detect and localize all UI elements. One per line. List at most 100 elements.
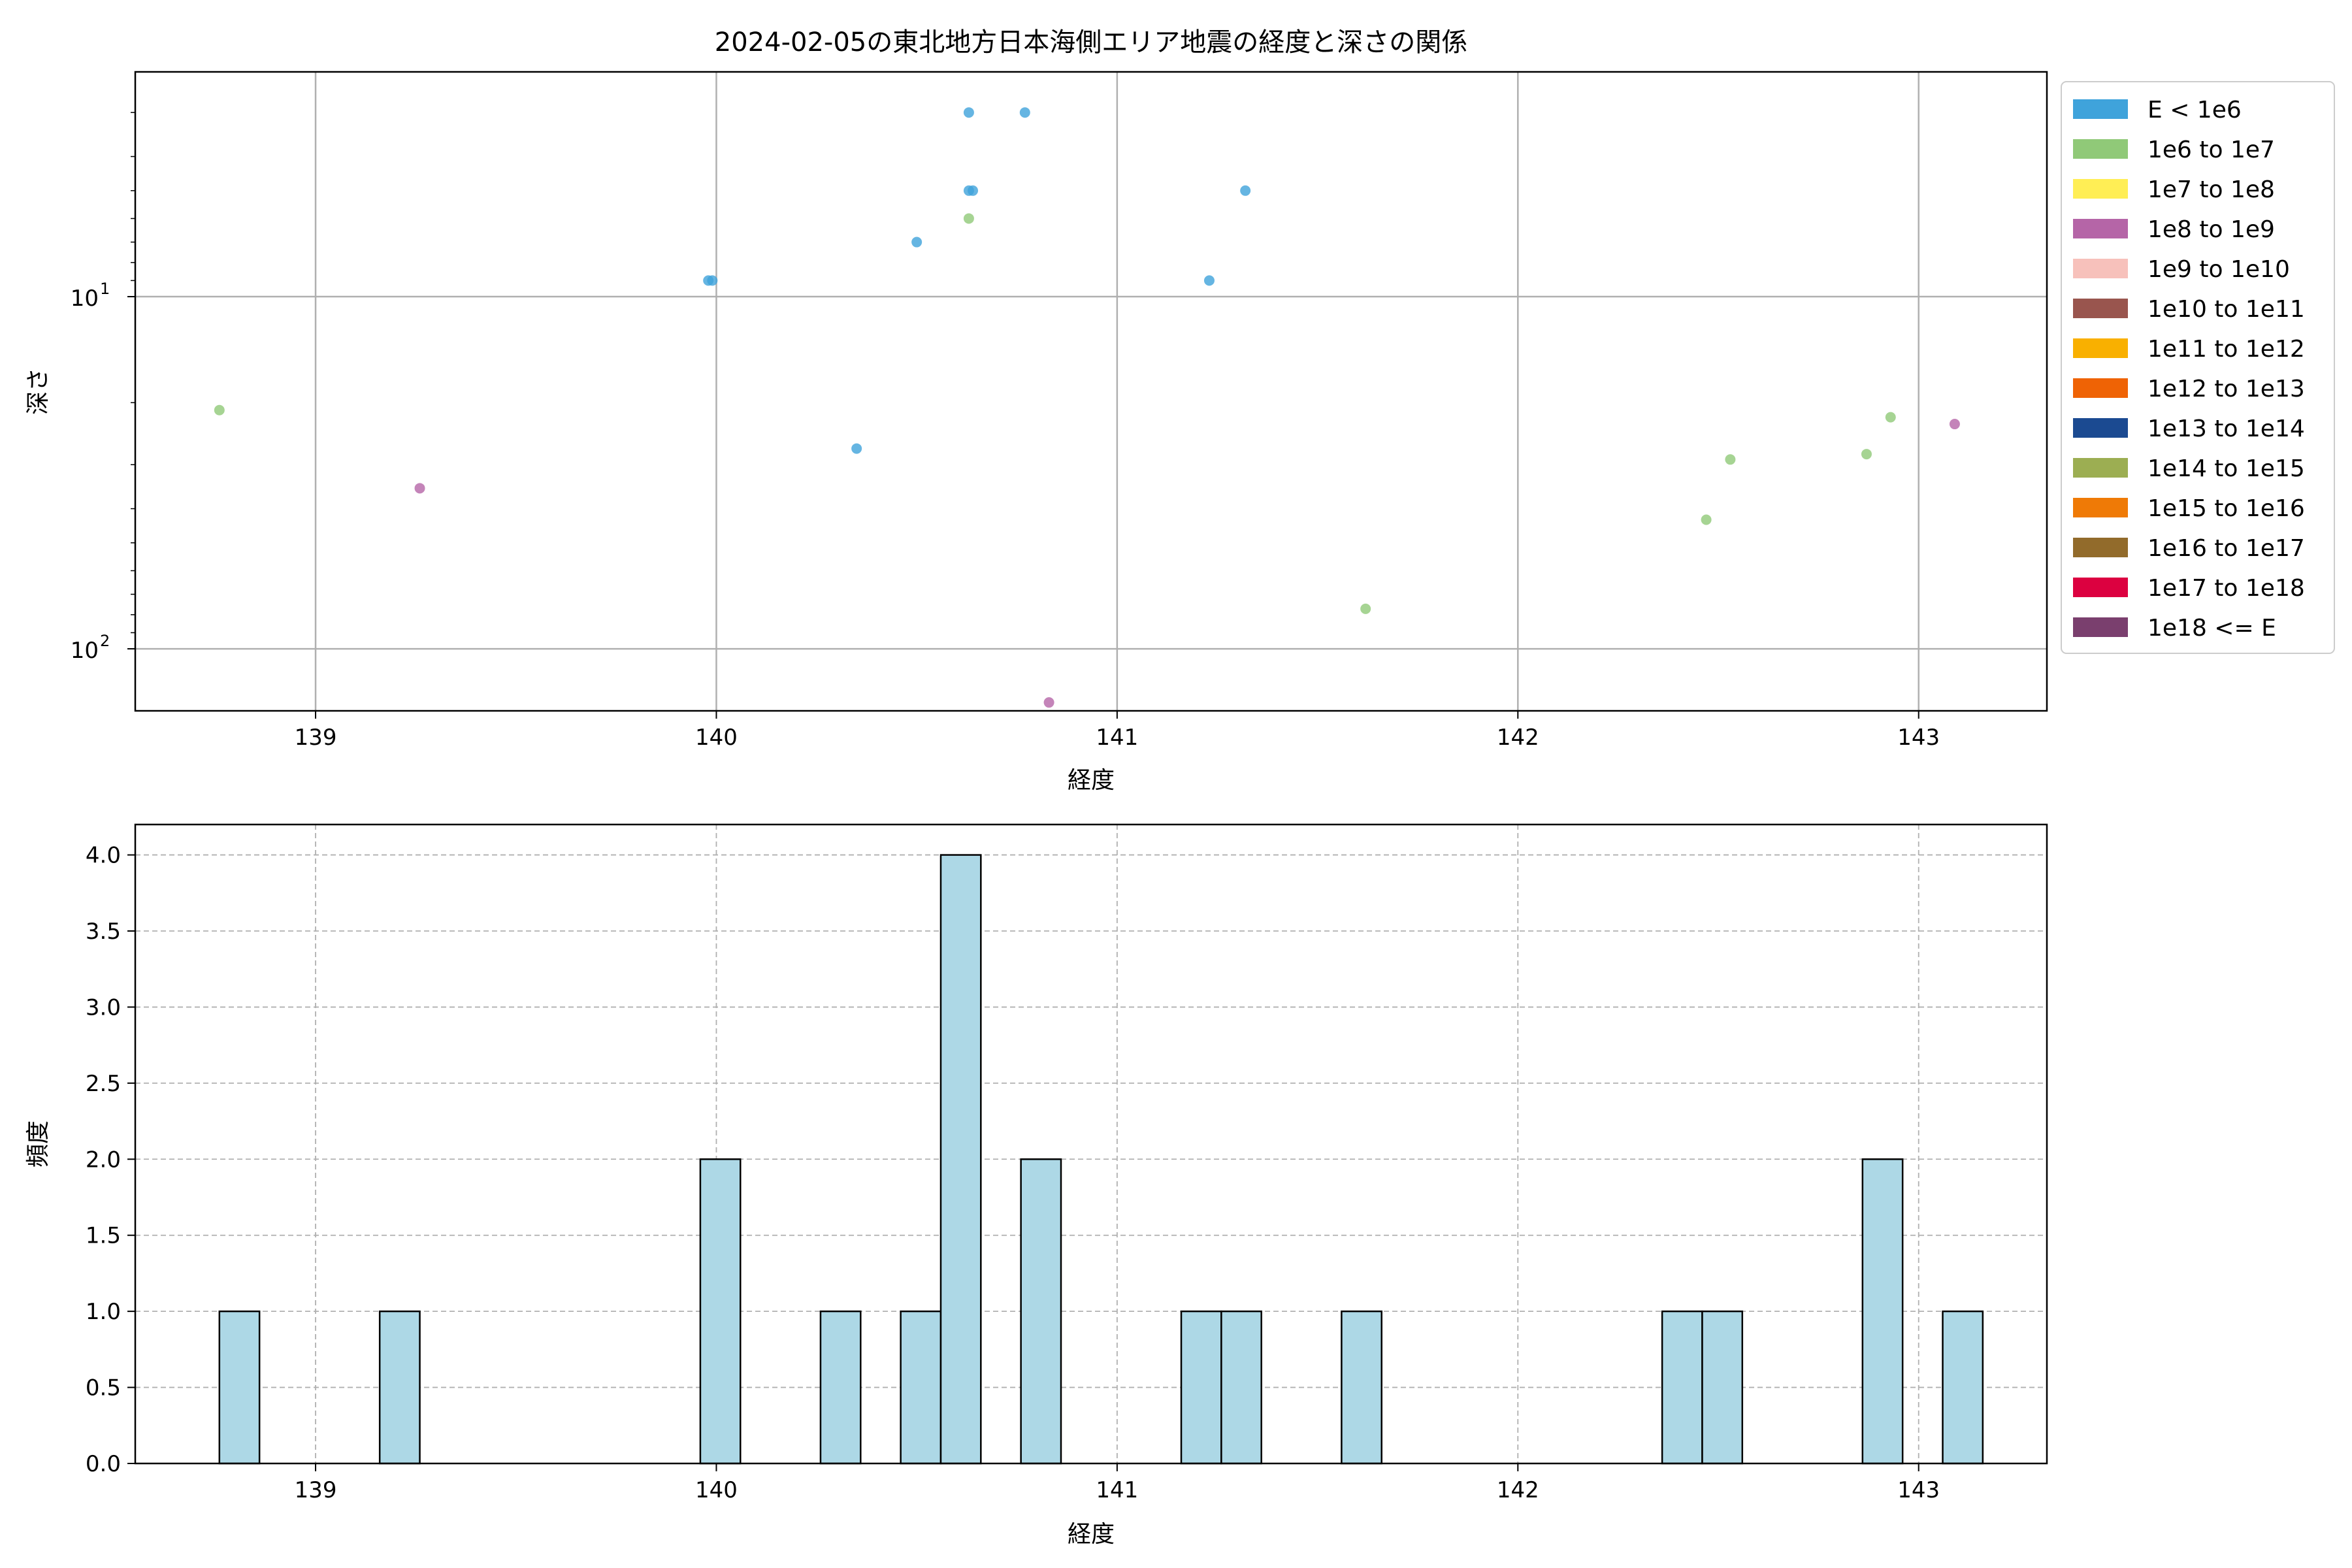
legend-swatch: [2073, 458, 2128, 478]
legend-label: 1e14 to 1e15: [2148, 455, 2305, 482]
legend-label: 1e12 to 1e13: [2148, 376, 2305, 402]
histogram-x-tick-label: 140: [695, 1477, 738, 1503]
legend-label: 1e18 <= E: [2148, 615, 2276, 642]
scatter-point: [707, 275, 718, 286]
histogram-bar: [939, 854, 982, 1465]
histogram-y-tick-label: 3.5: [86, 919, 121, 945]
scatter-y-tick-exponent: 1: [100, 280, 110, 298]
histogram-y-ticks: 0.0 0.5 1.0 1.5 2.0 2.5 3.0 3.5 4.0: [86, 843, 135, 1477]
histogram-bar: [1661, 1310, 1703, 1465]
histogram-bar: [819, 1310, 862, 1465]
legend-swatch: [2073, 219, 2128, 238]
histogram-x-axis-label: 経度: [1068, 1521, 1115, 1548]
legend-swatch: [2073, 299, 2128, 318]
legend-swatch: [2073, 179, 2128, 199]
legend-label: 1e10 to 1e11: [2148, 296, 2305, 323]
scatter-x-ticks: 139 140 141 142 143: [295, 711, 1940, 751]
scatter-point: [1725, 454, 1736, 465]
scatter-y-tick-exponent: 2: [100, 632, 110, 650]
histogram-bar: [1942, 1310, 1984, 1465]
histogram-x-tick-label: 142: [1497, 1477, 1539, 1503]
legend-label: 1e7 to 1e8: [2148, 176, 2275, 203]
scatter-point: [1885, 412, 1896, 423]
legend-swatch: [2073, 259, 2128, 278]
legend-swatch: [2073, 578, 2128, 597]
histogram-bar: [1020, 1158, 1062, 1465]
legend: E < 1e6 1e6 to 1e7 1e7 to 1e8 1e8 to 1e9 1e9…: [2061, 81, 2335, 654]
histogram-plot-area: [134, 823, 2048, 1465]
scatter-x-tick-label: 141: [1096, 725, 1138, 751]
histogram-bar: [699, 1158, 742, 1465]
histogram-y-tick-label: 4.0: [86, 843, 121, 869]
histogram-bar: [1220, 1310, 1262, 1465]
legend-swatch: [2073, 378, 2128, 398]
histogram-bar: [1701, 1310, 1744, 1465]
legend-label: 1e17 to 1e18: [2148, 575, 2305, 602]
histogram-bar: [1861, 1158, 1904, 1465]
scatter-point: [1360, 603, 1371, 614]
legend-label: 1e15 to 1e16: [2148, 495, 2305, 522]
scatter-points: [214, 107, 1960, 708]
scatter-x-axis-label: 経度: [1068, 767, 1115, 794]
chart-title: 2024-02-05の東北地方日本海側エリア地震の経度と深さの関係: [715, 27, 1467, 57]
histogram-bar: [1341, 1310, 1382, 1465]
histogram-chart: 139 140 141 142 143 0.0 0.5 1.0 1.5 2.0 2.5 3.0 3.5…: [25, 823, 2048, 1548]
histogram-x-tick-label: 141: [1096, 1477, 1138, 1503]
scatter-y-tick-label: 10: [71, 638, 99, 664]
scatter-point: [1019, 107, 1030, 118]
legend-label: E < 1e6: [2148, 97, 2242, 123]
legend-swatch: [2073, 139, 2128, 159]
scatter-point: [1701, 514, 1712, 525]
scatter-x-tick-label: 140: [695, 725, 738, 751]
histogram-x-ticks: 139 140 141 142 143: [295, 1463, 1940, 1503]
scatter-point: [414, 483, 425, 494]
legend-label: 1e6 to 1e7: [2148, 137, 2275, 163]
legend-swatch: [2073, 538, 2128, 557]
scatter-point: [1203, 275, 1215, 286]
legend-label: 1e13 to 1e14: [2148, 416, 2305, 442]
histogram-grid: [135, 825, 2047, 1464]
scatter-point: [214, 404, 225, 416]
scatter-point: [1861, 449, 1872, 460]
histogram-x-tick-label: 143: [1897, 1477, 1940, 1503]
legend-label: 1e8 to 1e9: [2148, 216, 2275, 243]
scatter-point: [963, 213, 974, 224]
histogram-y-tick-label: 3.0: [86, 994, 121, 1021]
scatter-chart: 2024-02-05の東北地方日本海側エリア地震の経度と深さの関係 139 140…: [25, 27, 2335, 794]
scatter-y-axis-label: 深さ: [25, 368, 52, 415]
histogram-bar: [1180, 1310, 1222, 1465]
scatter-y-tick-label: 10: [71, 286, 99, 312]
legend-frame: [2061, 81, 2335, 654]
scatter-plot-area: [134, 71, 2048, 712]
scatter-point: [968, 185, 979, 196]
legend-swatch: [2073, 338, 2128, 358]
legend-swatch: [2073, 617, 2128, 637]
scatter-point: [1043, 697, 1054, 708]
scatter-point: [851, 443, 862, 454]
histogram-y-tick-label: 0.5: [86, 1375, 121, 1401]
scatter-point: [963, 107, 974, 118]
histogram-y-axis-label: 頻度: [25, 1120, 52, 1168]
scatter-x-tick-label: 142: [1497, 725, 1539, 751]
histogram-y-tick-label: 1.5: [86, 1223, 121, 1249]
histogram-bar: [900, 1310, 942, 1465]
legend-label: 1e11 to 1e12: [2148, 336, 2305, 363]
scatter-x-tick-label: 143: [1897, 725, 1940, 751]
scatter-x-tick-label: 139: [295, 725, 337, 751]
legend-swatch: [2073, 498, 2128, 517]
histogram-y-tick-label: 2.0: [86, 1147, 121, 1173]
histogram-y-tick-label: 0.0: [86, 1451, 121, 1477]
legend-swatch: [2073, 418, 2128, 438]
histogram-y-tick-label: 1.0: [86, 1299, 121, 1325]
legend-label: 1e16 to 1e17: [2148, 535, 2305, 562]
histogram-x-tick-label: 139: [295, 1477, 337, 1503]
histogram-y-tick-label: 2.5: [86, 1071, 121, 1097]
legend-swatch: [2073, 99, 2128, 119]
scatter-point: [911, 237, 923, 248]
scatter-point: [1240, 185, 1251, 196]
histogram-bar: [218, 1310, 261, 1465]
histogram-bars: [218, 854, 1984, 1465]
legend-label: 1e9 to 1e10: [2148, 256, 2290, 283]
